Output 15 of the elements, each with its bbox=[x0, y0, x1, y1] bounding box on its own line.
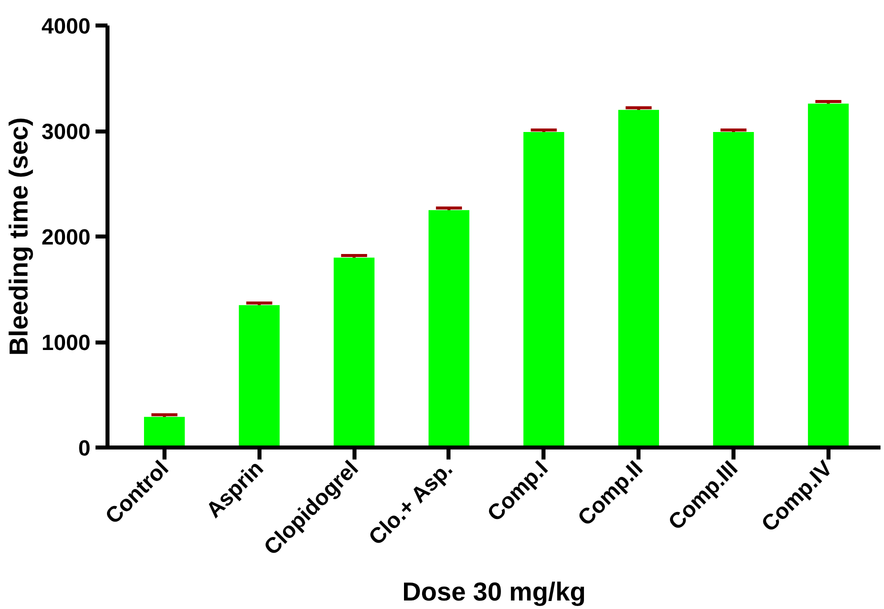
y-tick-label: 3000 bbox=[42, 119, 91, 144]
y-tick-label: 0 bbox=[78, 436, 91, 460]
bar bbox=[808, 104, 849, 448]
bar bbox=[618, 110, 660, 448]
y-tick-label: 1000 bbox=[42, 330, 91, 355]
y-tick-label: 2000 bbox=[42, 224, 91, 250]
bar bbox=[334, 258, 374, 448]
bar bbox=[523, 132, 564, 448]
x-axis-title: Dose 30 mg/kg bbox=[402, 576, 586, 607]
bar bbox=[428, 210, 470, 448]
y-tick-label: 4000 bbox=[42, 14, 91, 38]
bar bbox=[144, 416, 185, 448]
bar bbox=[238, 305, 280, 448]
bar bbox=[713, 132, 754, 448]
y-axis-title: Bleeding time (sec) bbox=[4, 117, 34, 356]
